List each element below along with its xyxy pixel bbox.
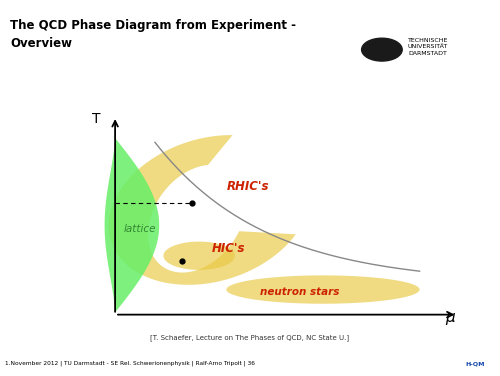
Polygon shape <box>164 242 235 270</box>
Text: neutron stars: neutron stars <box>260 287 340 297</box>
Text: The QCD Phase Diagram from Experiment -
Overview: The QCD Phase Diagram from Experiment - … <box>10 19 296 50</box>
Text: TECHNISCHE
UNIVERSITÄT
DARMSTADT: TECHNISCHE UNIVERSITÄT DARMSTADT <box>408 38 449 56</box>
Text: μ: μ <box>445 310 454 325</box>
Text: 1.November 2012 | TU Darmstadt - SE Rel. Schwerionenphysik | Ralf-Arno Tripolt |: 1.November 2012 | TU Darmstadt - SE Rel.… <box>5 361 255 366</box>
Polygon shape <box>109 135 296 285</box>
Polygon shape <box>104 138 159 312</box>
Text: RHIC's: RHIC's <box>226 180 269 193</box>
Text: T: T <box>92 112 100 126</box>
Text: lattice: lattice <box>124 224 156 234</box>
Ellipse shape <box>362 38 402 61</box>
Polygon shape <box>226 275 420 304</box>
Text: HIC's: HIC's <box>212 243 245 255</box>
Text: H-QM: H-QM <box>466 361 485 366</box>
Text: [T. Schaefer, Lecture on The Phases of QCD, NC State U.]: [T. Schaefer, Lecture on The Phases of Q… <box>150 334 350 341</box>
